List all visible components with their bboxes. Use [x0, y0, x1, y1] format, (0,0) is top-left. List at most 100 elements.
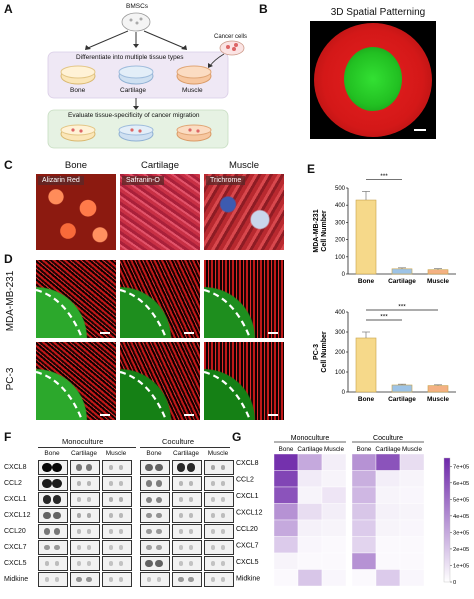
- blot-row-label: Midkine: [4, 576, 29, 583]
- x-tick-label: Bone: [358, 396, 375, 403]
- blot-cell: [204, 556, 234, 571]
- panel-label-a: A: [4, 2, 13, 16]
- blot-cell: [38, 492, 68, 507]
- significance-label: ***: [380, 314, 388, 321]
- heatmap-cell: [375, 453, 401, 471]
- blot-cell: [38, 460, 68, 475]
- blot-dot: [76, 497, 82, 502]
- blot-cell: [70, 540, 100, 555]
- blot-cell: [204, 508, 234, 523]
- heatmap-panel: Monoculture Coculture Bone Cartilage Muscle B…: [232, 432, 474, 594]
- heatmap-cell: [297, 503, 323, 521]
- y-axis-label: PC-3: [313, 344, 320, 360]
- blot-dot: [188, 545, 194, 550]
- blot-dot: [188, 529, 194, 534]
- heatmap-row-label: CXCL8: [236, 460, 259, 467]
- migration-boundary: [36, 288, 110, 338]
- heatmap-cell: [399, 470, 425, 488]
- blot-dot: [210, 481, 216, 486]
- heatmap-group-label: Coculture: [373, 435, 403, 442]
- blot-dot: [86, 481, 92, 486]
- heatmap-cell: [351, 519, 377, 537]
- heatmap-cell: [375, 519, 401, 537]
- blot-dot: [146, 512, 152, 519]
- scale-bar: [414, 129, 426, 131]
- blot-dot: [220, 545, 226, 550]
- blot-dot: [178, 545, 184, 550]
- migration-image: [120, 260, 200, 338]
- heatmap-cell: [351, 453, 377, 471]
- x-tick-label: Cartilage: [388, 396, 416, 403]
- bar-cartilage: [391, 268, 413, 275]
- blot-cell: [38, 476, 68, 491]
- schematic-panel: BMSCs Differentiate into multiple tissue…: [18, 0, 254, 150]
- blot-cell: [102, 508, 132, 523]
- blot-dot: [52, 495, 62, 504]
- blot-dot: [155, 463, 163, 471]
- blot-dot: [52, 462, 62, 473]
- blot-dot: [43, 511, 51, 519]
- heatmap-cell: [273, 503, 299, 521]
- blot-dot: [188, 481, 194, 486]
- row-label-mda: MDA-MB-231: [5, 270, 16, 332]
- y-tick-label: 100: [335, 255, 346, 261]
- colorbar-tick-label: 4e+05: [453, 514, 469, 520]
- blot-dot: [155, 480, 163, 487]
- blot-col-label: Muscle: [207, 450, 229, 457]
- heatmap-cell: [297, 486, 323, 504]
- blot-dot: [86, 529, 92, 534]
- blot-dot: [220, 481, 226, 486]
- blot-cell: [70, 460, 100, 475]
- blot-cell: [38, 540, 68, 555]
- y-tick-label: 300: [335, 220, 346, 226]
- blot-dot: [156, 577, 162, 582]
- y-tick-label: 400: [335, 203, 346, 209]
- blot-dot: [178, 481, 184, 486]
- blot-dot: [156, 496, 162, 503]
- panel-label-b: B: [259, 2, 268, 16]
- heatmap-cell: [273, 470, 299, 488]
- blot-dot: [178, 561, 184, 566]
- y-tick-label: 200: [335, 238, 346, 244]
- blot-cell: [204, 572, 234, 587]
- blot-row-label: CXCL8: [4, 464, 27, 471]
- blot-cell: [102, 556, 132, 571]
- heatmap-cell: [351, 569, 377, 587]
- heatmap-row-label: CXCL12: [236, 509, 263, 516]
- heatmap-cell: [321, 453, 347, 471]
- heatmap-cell: [321, 536, 347, 554]
- blot-dot: [118, 577, 124, 582]
- blot-dot: [155, 559, 163, 567]
- migration-panel: MDA-MB-231 PC-3: [0, 254, 304, 424]
- colorbar-tick-label: 5e+05: [453, 497, 469, 503]
- tissue-label-bone: Bone: [70, 87, 86, 94]
- heatmap-cell: [399, 519, 425, 537]
- blot-dot: [76, 545, 82, 550]
- blot-col-label: Cartilage: [70, 450, 97, 457]
- blot-dot: [44, 577, 50, 582]
- blot-dot: [108, 545, 114, 550]
- blot-cell: [102, 476, 132, 491]
- heatmap-cell: [273, 552, 299, 570]
- blot-dot: [210, 577, 216, 582]
- heatmap-cell: [375, 503, 401, 521]
- panel-label-d: D: [4, 252, 13, 266]
- heatmap-row-label: CXCL5: [236, 559, 259, 566]
- blot-cell: [172, 508, 202, 523]
- x-tick-label: Muscle: [427, 396, 449, 403]
- heatmap-group-label: Monoculture: [291, 435, 330, 442]
- blot-cell: [204, 476, 234, 491]
- blot-dot: [76, 576, 82, 583]
- heatmap-col-label: Bone: [279, 446, 294, 453]
- heatmap-cell: [321, 503, 347, 521]
- blot-dot: [188, 497, 194, 502]
- migration-image: [204, 260, 284, 338]
- y-tick-label: 400: [335, 310, 346, 316]
- blot-cell: [172, 556, 202, 571]
- heatmap-cell: [399, 503, 425, 521]
- blot-cell: [172, 524, 202, 539]
- heatmap-cell: [375, 470, 401, 488]
- blot-cell: [140, 556, 170, 571]
- blot-dot: [108, 529, 114, 534]
